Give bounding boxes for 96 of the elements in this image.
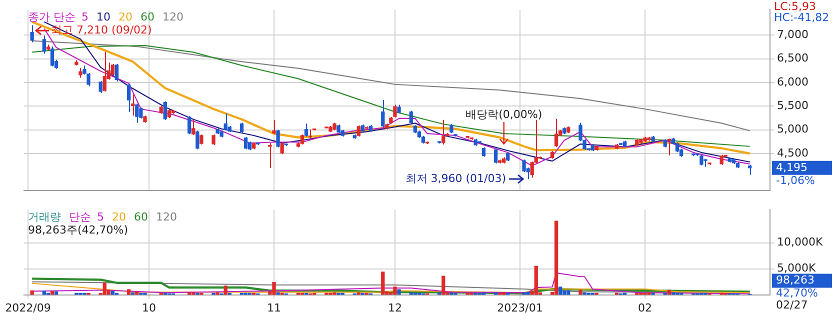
x-tick-label: 02	[638, 301, 652, 314]
annotation: 배당락(0,00%)	[466, 108, 542, 121]
text: 120	[156, 210, 177, 224]
y-tick-label: 6,500	[777, 52, 808, 65]
bar	[332, 292, 336, 295]
bar	[450, 292, 454, 295]
candlestick	[268, 142, 272, 169]
legend-title: 단순	[69, 210, 91, 224]
bar	[522, 292, 526, 295]
candlestick	[188, 116, 192, 135]
bar	[397, 289, 401, 295]
candlestick	[494, 148, 498, 164]
bar	[224, 286, 228, 295]
candlestick	[675, 142, 680, 153]
bar	[534, 266, 538, 295]
candlestick	[131, 94, 135, 116]
text: 20	[112, 210, 126, 224]
candlestick	[135, 103, 139, 124]
text: 20	[118, 10, 132, 24]
candlestick	[554, 118, 558, 148]
bar	[276, 292, 280, 295]
candlestick	[212, 134, 216, 146]
candlestick	[272, 119, 276, 135]
candlestick	[102, 51, 106, 92]
candlestick	[482, 146, 486, 158]
candlestick	[127, 83, 131, 112]
bar	[554, 220, 558, 295]
text: 5	[81, 10, 88, 24]
y-tick-label: 4,500	[777, 146, 808, 160]
candlestick	[304, 123, 308, 137]
y-tick-label: 5,500	[777, 99, 808, 112]
bar	[216, 292, 220, 295]
candlestick	[409, 110, 413, 124]
y-tick-label: 7,000	[777, 28, 808, 42]
bar	[381, 272, 385, 295]
chart-title: 거래량	[28, 210, 61, 224]
candlestick	[381, 100, 385, 128]
candlestick	[280, 142, 284, 154]
y-tick-label: 5,000K	[777, 262, 816, 275]
candlestick	[240, 122, 244, 134]
candlestick	[98, 80, 102, 94]
text: 10	[96, 10, 110, 24]
candlestick	[110, 64, 115, 76]
candlestick	[300, 134, 304, 145]
x-tick-label: 10	[142, 301, 156, 314]
candlestick	[244, 136, 248, 150]
x-tick-label: 2022/09	[5, 301, 51, 314]
candlestick	[196, 130, 200, 150]
candlestick	[139, 107, 143, 119]
candlestick	[50, 46, 54, 67]
text: 98,263주(42,70%)	[28, 223, 128, 236]
text: HC:-41,82	[774, 10, 830, 24]
candlestick	[356, 125, 361, 137]
candlestick	[720, 154, 724, 166]
text: 60	[134, 210, 148, 224]
y-tick-label: 6,000	[777, 75, 808, 88]
candlestick	[393, 104, 397, 118]
text: 4,195	[776, 160, 808, 174]
text: -1,06%	[776, 174, 815, 187]
candlestick	[192, 119, 196, 136]
text: 02/27	[776, 298, 808, 312]
y-tick-label: 10,000K	[777, 236, 824, 249]
y-tick-label: 5,000	[777, 122, 808, 136]
bar	[393, 286, 397, 295]
x-tick-label: 12	[388, 301, 402, 314]
x-tick-label: 2023/01	[497, 301, 543, 314]
candlestick	[114, 64, 119, 82]
bar	[272, 282, 276, 295]
bar	[582, 292, 586, 295]
candlestick	[442, 119, 446, 145]
candlestick	[78, 67, 82, 78]
legend-title: 종가 단순	[28, 10, 76, 24]
text: 42,70%	[776, 286, 818, 300]
text: LC:5,93	[774, 0, 816, 13]
text: 60	[140, 10, 154, 24]
candlestick	[522, 159, 526, 172]
bar	[102, 282, 106, 295]
candlestick	[530, 161, 534, 178]
bar	[647, 292, 651, 295]
bar	[526, 292, 530, 295]
text: 98,263	[776, 274, 814, 287]
candlestick	[224, 112, 228, 130]
candlestick	[276, 129, 280, 148]
bar	[558, 286, 562, 295]
bar	[578, 290, 582, 295]
text: 120	[162, 10, 184, 24]
candlestick	[163, 100, 167, 120]
text: 5	[97, 210, 104, 224]
annotation: 최저 3,960 (01/03)	[405, 172, 506, 185]
candlestick	[30, 24, 34, 43]
candlestick	[200, 134, 204, 145]
x-tick-label: 11	[267, 301, 282, 314]
candlestick	[42, 35, 46, 54]
bar	[30, 290, 34, 295]
candlestick	[700, 154, 704, 166]
bar	[442, 276, 446, 295]
